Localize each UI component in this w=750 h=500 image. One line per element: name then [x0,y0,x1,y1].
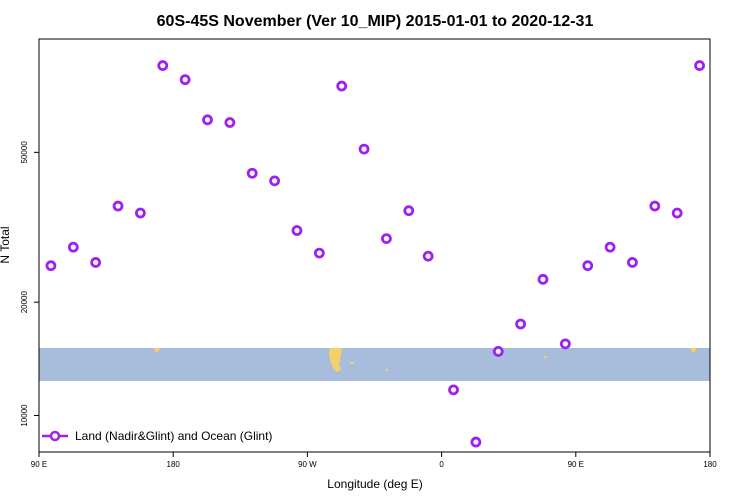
data-points [45,60,705,448]
data-point [422,250,434,262]
data-point [157,60,169,71]
data-point [403,205,415,217]
data-point [336,80,348,92]
data-point [90,257,102,268]
x-tick-label: 90 E [568,460,584,469]
land-shape [386,369,388,371]
chart-title: 60S-45S November (Ver 10_MIP) 2015-01-01… [157,13,594,30]
land-shape [329,348,342,372]
legend: Land (Nadir&Glint) and Ocean (Glint) [42,429,272,443]
plot-frame [38,38,711,453]
land-shape [690,348,697,352]
x-tick-label: 90 W [298,460,317,469]
data-point [381,233,392,245]
legend-label: Land (Nadir&Glint) and Ocean (Glint) [75,429,272,443]
data-point [582,260,594,272]
x-tick-label: 180 [167,460,181,469]
data-point [67,241,79,253]
y-axis-label: N Total [0,226,12,263]
x-tick-label: 0 [439,460,444,469]
data-point [202,114,213,126]
data-point [358,143,370,155]
data-point [179,74,191,86]
data-point [492,346,504,357]
data-point [134,207,146,219]
land-shape [154,348,160,352]
data-point [470,436,482,448]
data-point [604,241,616,253]
land-shape [544,356,547,358]
data-point [112,200,124,212]
y-tick-label: 10000 [20,404,29,427]
y-tick-label: 20000 [20,290,29,313]
data-point [537,273,549,285]
data-point [649,200,661,212]
data-point [313,247,325,259]
data-point [671,207,683,219]
legend-marker [49,430,61,442]
data-point [694,60,705,71]
data-point [291,225,303,236]
axis-layer: 90 E 180 90 W 0 90 E 180 10000 20000 50000 [20,141,717,469]
data-point [224,117,236,128]
x-tick-label: 180 [703,460,717,469]
latitude-band-layer [39,348,710,381]
land-shape [350,362,354,364]
data-point [269,175,280,187]
data-point [627,257,638,268]
data-point [246,167,258,179]
x-axis-label: Longitude (deg E) [327,477,422,491]
data-point [448,384,459,396]
latitude-band [39,348,710,381]
data-point [515,318,527,330]
data-point [45,260,57,272]
data-point [559,338,571,350]
y-tick-label: 50000 [20,141,29,164]
x-tick-label: 90 E [31,460,47,469]
